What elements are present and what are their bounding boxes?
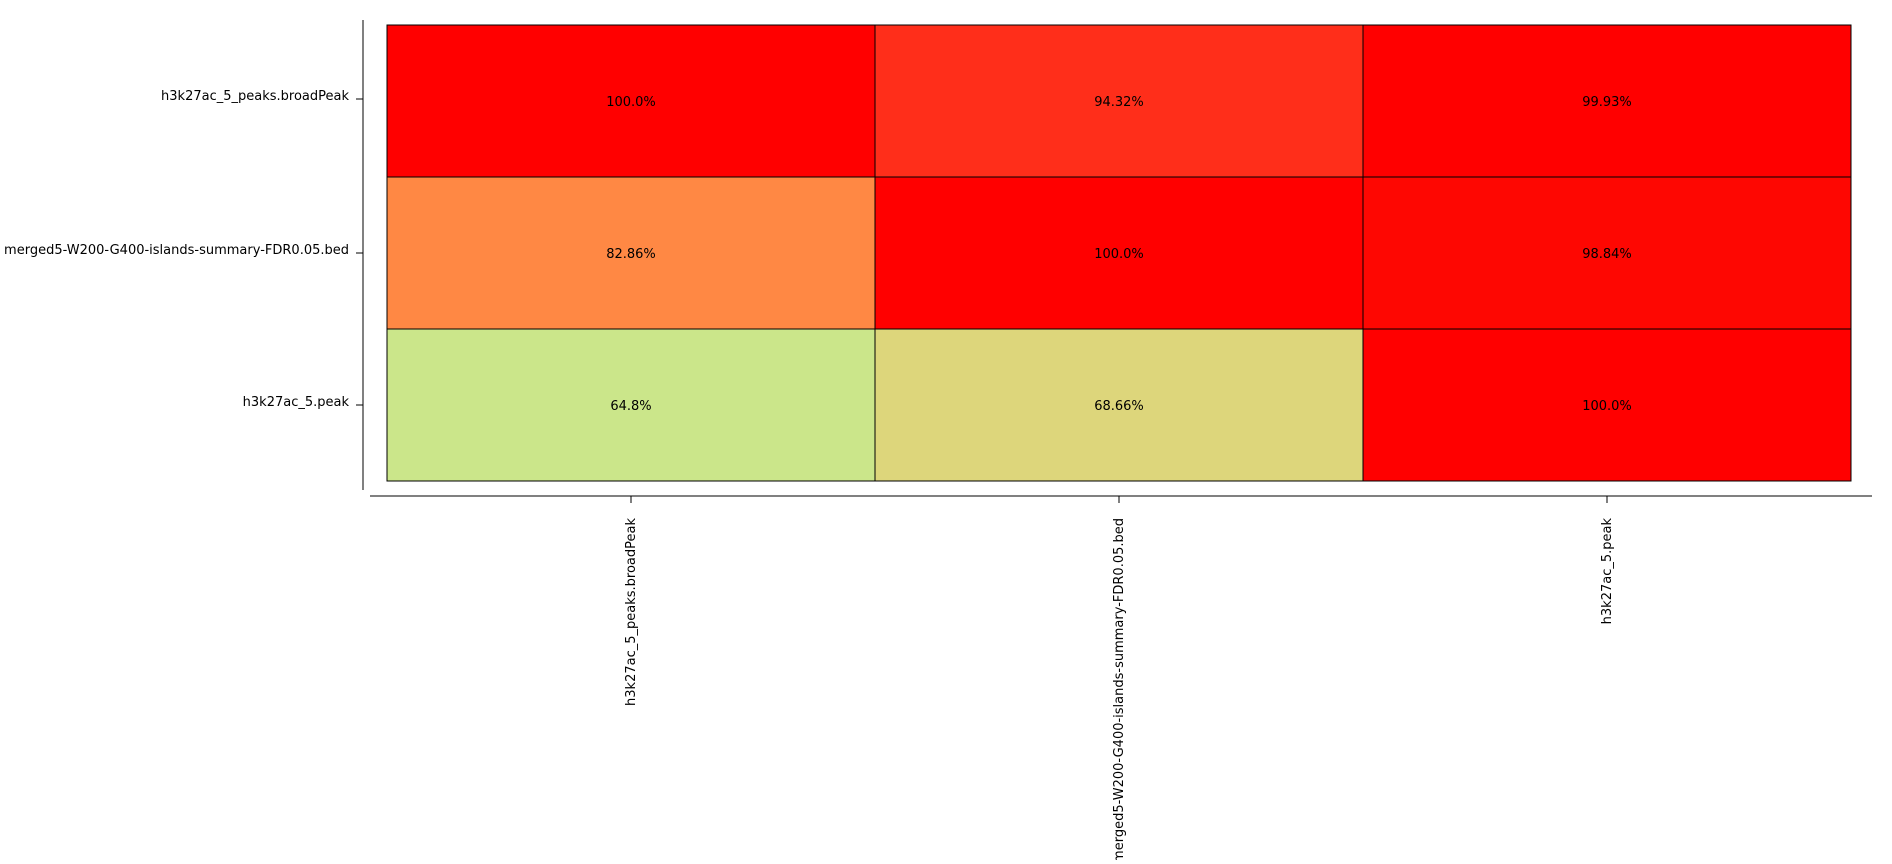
- heatmap-cell: [1362, 24, 1852, 178]
- cell-value-label: 100.0%: [1094, 247, 1144, 262]
- heatmap-cell: [1362, 176, 1852, 330]
- heatmap-cell: [874, 328, 1364, 482]
- heatmap-cell: [874, 176, 1364, 330]
- cell-value-label: 94.32%: [1094, 95, 1144, 110]
- cell-value-label: 68.66%: [1094, 399, 1144, 414]
- cell-value-label: 98.84%: [1582, 247, 1632, 262]
- cell-value-label: 100.0%: [1582, 399, 1632, 414]
- x-tick-label: h3k27ac_5.peak: [1600, 518, 1615, 625]
- y-tick-label: h3k27ac_5.peak: [243, 395, 350, 410]
- cell-value-label: 64.8%: [610, 399, 651, 414]
- heatmap-cell: [386, 24, 876, 178]
- y-tick-label: merged5-W200-G400-islands-summary-FDR0.0…: [4, 243, 349, 258]
- heatmap-cell: [1362, 328, 1852, 482]
- cell-value-label: 100.0%: [606, 95, 656, 110]
- y-tick-label: h3k27ac_5_peaks.broadPeak: [161, 89, 349, 104]
- cell-value-label: 99.93%: [1582, 95, 1632, 110]
- heatmap-cell: [386, 176, 876, 330]
- x-tick-label: merged5-W200-G400-islands-summary-FDR0.0…: [1112, 518, 1127, 860]
- x-tick-label: h3k27ac_5_peaks.broadPeak: [624, 518, 639, 706]
- heatmap-cell: [874, 24, 1364, 178]
- heatmap-cell: [386, 328, 876, 482]
- cell-value-label: 82.86%: [606, 247, 656, 262]
